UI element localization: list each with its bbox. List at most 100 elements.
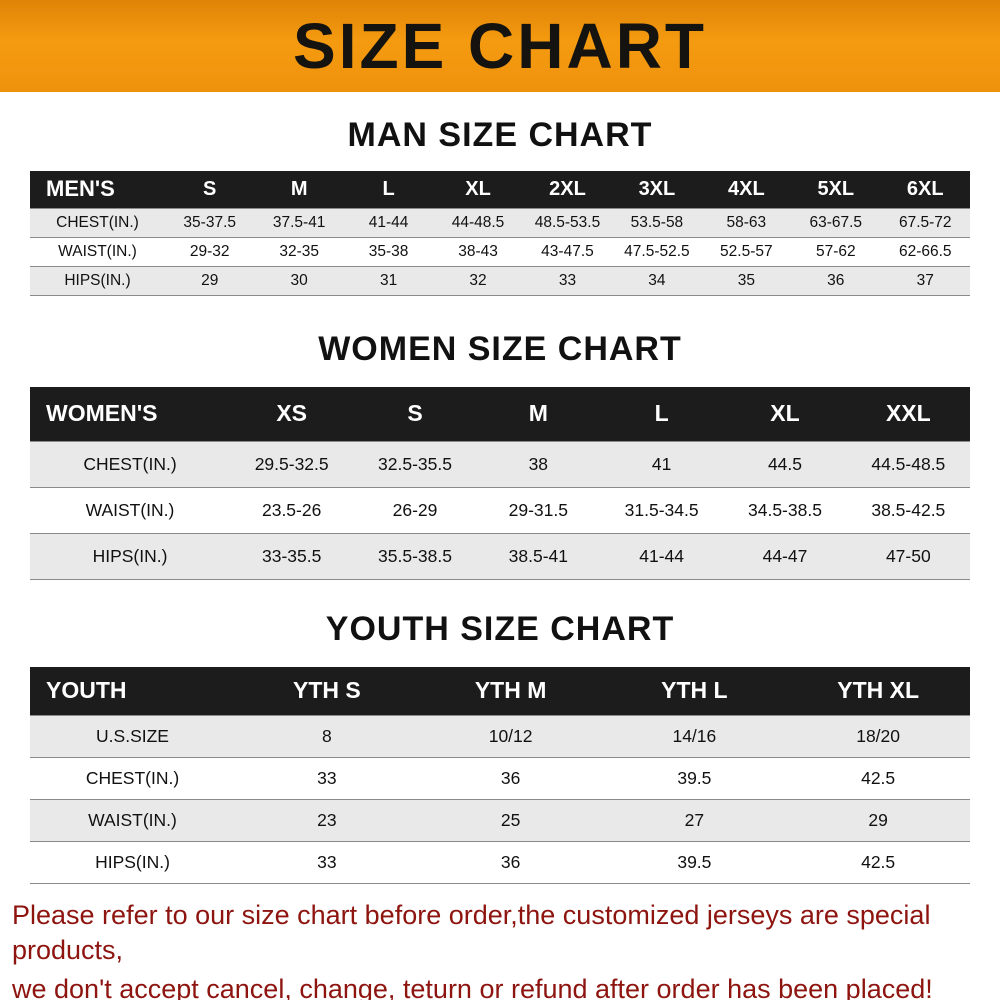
size-value: 34.5-38.5 <box>723 487 847 534</box>
size-value: 29 <box>786 798 970 841</box>
size-column-header: YTH L <box>602 667 787 715</box>
man-size-section: MAN SIZE CHART MEN'S S M L XL 2XL 3XL 4XL 5XL 6XL… <box>0 92 1000 296</box>
size-column-header: M <box>254 171 344 208</box>
size-value: 23 <box>235 798 419 841</box>
size-value: 44.5-48.5 <box>846 441 970 488</box>
disclaimer-line: we don't accept cancel, change, teturn o… <box>12 973 933 1000</box>
row-label: WAIST(IN.) <box>30 798 235 841</box>
table-row: CHEST(IN.) 33 36 39.5 42.5 <box>30 756 970 799</box>
size-column-header: M <box>476 386 600 442</box>
size-value: 23.5-26 <box>230 487 354 534</box>
size-column-header: L <box>599 386 724 442</box>
size-value: 63-67.5 <box>791 207 881 237</box>
size-value: 38-43 <box>433 236 523 266</box>
size-value: 34 <box>612 265 702 296</box>
size-column-header: 4XL <box>701 171 792 208</box>
size-column-header: 2XL <box>522 171 613 208</box>
size-value: 57-62 <box>791 236 881 266</box>
size-value: 14/16 <box>602 714 787 757</box>
size-column-header: XL <box>433 171 523 208</box>
size-value: 32 <box>433 265 523 296</box>
size-value: 53.5-58 <box>612 207 702 237</box>
size-column-header: YTH XL <box>786 667 970 715</box>
size-value: 44-48.5 <box>433 207 523 237</box>
size-value: 29.5-32.5 <box>230 441 354 488</box>
row-label: HIPS(IN.) <box>30 533 230 580</box>
size-value: 27 <box>602 798 787 841</box>
size-value: 58-63 <box>701 207 792 237</box>
row-label: CHEST(IN.) <box>30 756 235 799</box>
table-row: WAIST(IN.) 23 25 27 29 <box>30 798 970 841</box>
page-title: SIZE CHART <box>293 10 707 82</box>
banner: SIZE CHART <box>0 0 1000 92</box>
table-row: HIPS(IN.) 33-35.5 35.5-38.5 38.5-41 41-44 44-… <box>30 533 970 580</box>
size-column-header: 3XL <box>612 171 702 208</box>
youth-size-table: YOUTH YTH S YTH M YTH L YTH XL U.S.SIZE 8 10/12… <box>30 667 970 884</box>
table-corner-label: MEN'S <box>30 171 165 208</box>
size-value: 29 <box>165 265 255 296</box>
size-value: 35-37.5 <box>165 207 255 237</box>
size-value: 37 <box>880 265 970 296</box>
size-value: 39.5 <box>602 840 787 884</box>
size-value: 36 <box>418 756 603 799</box>
table-corner-label: WOMEN'S <box>30 386 230 442</box>
row-label: CHEST(IN.) <box>30 207 165 237</box>
size-value: 8 <box>235 714 419 757</box>
row-label: WAIST(IN.) <box>30 487 230 534</box>
size-value: 44-47 <box>723 533 847 580</box>
youth-size-chart-title: YOUTH SIZE CHART <box>325 610 675 648</box>
table-row: HIPS(IN.) 33 36 39.5 42.5 <box>30 840 970 884</box>
size-value: 44.5 <box>723 441 847 488</box>
size-value: 67.5-72 <box>880 207 970 237</box>
size-value: 33 <box>522 265 613 296</box>
size-value: 37.5-41 <box>254 207 344 237</box>
row-label: HIPS(IN.) <box>30 840 235 884</box>
size-value: 35 <box>701 265 792 296</box>
size-column-header: XL <box>723 386 847 442</box>
size-value: 29-31.5 <box>476 487 600 534</box>
size-column-header: YTH S <box>235 667 419 715</box>
size-value: 38.5-41 <box>476 533 600 580</box>
women-size-chart-title: WOMEN SIZE CHART <box>318 329 682 368</box>
table-header-row: MEN'S S M L XL 2XL 3XL 4XL 5XL 6XL <box>30 171 970 208</box>
size-value: 52.5-57 <box>701 236 792 266</box>
table-header-row: YOUTH YTH S YTH M YTH L YTH XL <box>30 667 970 715</box>
table-row: CHEST(IN.) 35-37.5 37.5-41 41-44 44-48.5 48.5… <box>30 207 970 237</box>
size-column-header: XS <box>230 386 354 442</box>
size-value: 30 <box>254 265 344 296</box>
size-value: 35.5-38.5 <box>353 533 477 580</box>
man-size-chart-title: MAN SIZE CHART <box>347 116 653 154</box>
size-value: 31 <box>343 265 434 296</box>
size-value: 38.5-42.5 <box>846 487 970 534</box>
size-value: 33-35.5 <box>230 533 354 580</box>
size-value: 47.5-52.5 <box>612 236 702 266</box>
size-value: 32.5-35.5 <box>353 441 477 488</box>
table-row: WAIST(IN.) 29-32 32-35 35-38 38-43 43-47.5 47.… <box>30 236 970 266</box>
size-column-header: S <box>353 386 477 442</box>
table-corner-label: YOUTH <box>30 667 235 715</box>
size-column-header: S <box>165 171 255 208</box>
size-value: 31.5-34.5 <box>599 487 724 534</box>
size-value: 38 <box>476 441 600 488</box>
size-column-header: XXL <box>846 386 970 442</box>
table-row: WAIST(IN.) 23.5-26 26-29 29-31.5 31.5-34.5 34… <box>30 487 970 534</box>
row-label: WAIST(IN.) <box>30 236 165 266</box>
size-value: 35-38 <box>343 236 434 266</box>
size-value: 32-35 <box>254 236 344 266</box>
women-size-table: WOMEN'S XS S M L XL XXL CHEST(IN.) 29.5-32.5 32.5… <box>30 386 970 580</box>
size-value: 29-32 <box>165 236 255 266</box>
size-value: 10/12 <box>418 714 603 757</box>
size-value: 41-44 <box>343 207 434 237</box>
size-value: 26-29 <box>353 487 477 534</box>
size-column-header: YTH M <box>418 667 603 715</box>
size-value: 47-50 <box>846 533 970 580</box>
size-value: 43-47.5 <box>522 236 613 266</box>
women-size-section: WOMEN SIZE CHART WOMEN'S XS S M L XL XXL CHEST(… <box>0 296 1000 580</box>
size-value: 36 <box>418 840 603 884</box>
youth-size-section: YOUTH SIZE CHART YOUTH YTH S YTH M YTH L YTH… <box>0 580 1000 884</box>
size-column-header: 5XL <box>791 171 881 208</box>
size-column-header: 6XL <box>880 171 970 208</box>
footer-note: Please refer to our size chart before or… <box>0 884 1000 1000</box>
table-row: HIPS(IN.) 29 30 31 32 33 34 35 36 37 <box>30 265 970 296</box>
size-value: 33 <box>235 840 419 884</box>
